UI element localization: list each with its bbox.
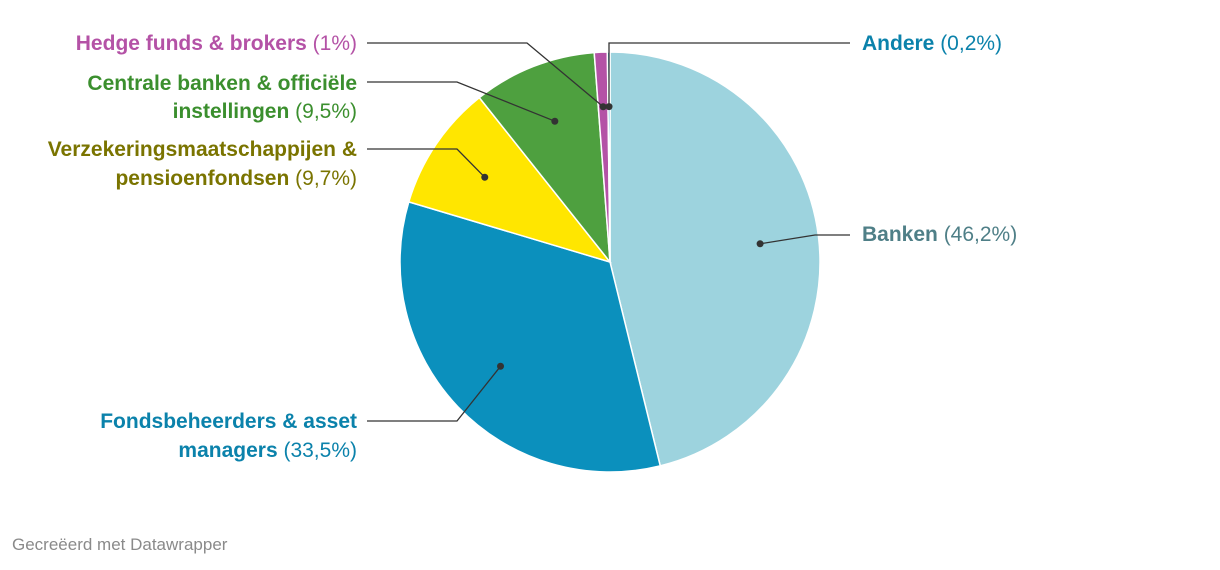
pie-slice-1 xyxy=(609,51,821,467)
slice-label-name: Banken xyxy=(862,223,938,246)
leader-dot-3 xyxy=(481,173,489,181)
leader-dot-4 xyxy=(551,117,559,125)
leader-line-6 xyxy=(608,42,850,107)
slice-label-name: pensioenfondsen xyxy=(115,167,289,190)
credit-text: Gecreëerd met Datawrapper xyxy=(12,535,228,554)
slice-labels: Banken (46,2%) Fondsbeheerders & asset man… xyxy=(48,32,1018,462)
slice-label-2-line-2: managers (33,5%) xyxy=(178,439,357,462)
slice-label-5-line-1: Hedge funds & brokers (1%) xyxy=(76,32,357,55)
slice-label-value: (46,2%) xyxy=(938,223,1017,246)
leader-line-4 xyxy=(367,81,556,122)
slice-label-name: managers xyxy=(178,439,277,462)
leader-dot-1 xyxy=(756,240,764,248)
slice-label-2-line-1: Fondsbeheerders & asset xyxy=(100,410,357,433)
slice-label-4-line-1: Centrale banken & officiële xyxy=(87,72,357,95)
pie-slice-4 xyxy=(478,51,611,265)
leader-lines xyxy=(367,42,850,422)
slice-label-value: (9,5%) xyxy=(289,100,357,123)
leader-dot-2 xyxy=(497,362,505,370)
leader-dot-5 xyxy=(599,103,607,111)
leader-line-1 xyxy=(759,234,850,245)
slice-label-3-line-1: Verzekeringsmaatschappijen & xyxy=(48,138,357,161)
leader-line-3 xyxy=(367,148,486,178)
slice-label-value: (1%) xyxy=(307,32,357,55)
slice-label-3-line-2: pensioenfondsen (9,7%) xyxy=(115,167,357,190)
slice-label-value: (9,7%) xyxy=(289,167,357,190)
leader-line-5 xyxy=(367,42,604,108)
leader-line-2 xyxy=(367,365,502,422)
pie-chart: Banken (46,2%) Fondsbeheerders & asset man… xyxy=(48,32,1018,473)
slice-label-value: (0,2%) xyxy=(934,32,1002,55)
slice-label-name: Hedge funds & brokers xyxy=(76,32,307,55)
slice-label-name: Centrale banken & officiële xyxy=(87,72,357,95)
slice-label-name: instellingen xyxy=(173,100,290,123)
slice-label-name: Andere xyxy=(862,32,934,55)
slice-label-name: Verzekeringsmaatschappijen & xyxy=(48,138,357,161)
slice-label-4-line-2: instellingen (9,5%) xyxy=(173,100,357,123)
slice-label-value: (33,5%) xyxy=(278,439,357,462)
pie-slice-3 xyxy=(407,96,613,264)
slice-label-1-line-1: Banken (46,2%) xyxy=(862,223,1017,246)
slice-label-6-line-1: Andere (0,2%) xyxy=(862,32,1002,55)
pie-slices xyxy=(399,51,821,473)
pie-slice-2 xyxy=(399,200,662,473)
slice-label-name: Fondsbeheerders & asset xyxy=(100,410,357,433)
leader-dot-6 xyxy=(605,103,613,111)
